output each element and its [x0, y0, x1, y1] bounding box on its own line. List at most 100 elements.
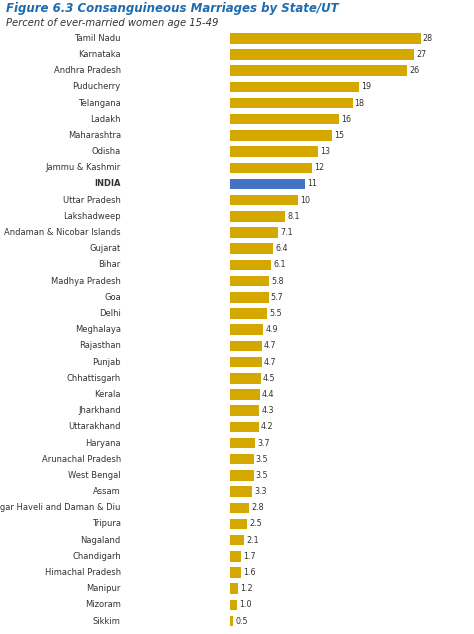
Bar [230, 519, 247, 529]
Bar [230, 405, 259, 416]
Text: Tripura: Tripura [92, 519, 121, 529]
Text: Gujarat: Gujarat [90, 244, 121, 253]
Text: Uttarakhand: Uttarakhand [68, 422, 121, 431]
Bar [230, 486, 252, 497]
Text: 4.2: 4.2 [261, 422, 273, 431]
Bar [230, 276, 269, 287]
Bar [230, 437, 255, 448]
Text: Maharashtra: Maharashtra [68, 131, 121, 140]
Text: 4.9: 4.9 [265, 325, 278, 334]
Bar [230, 292, 269, 302]
Text: Jammu & Kashmir: Jammu & Kashmir [46, 164, 121, 172]
Text: Kerala: Kerala [94, 390, 121, 399]
Bar [230, 567, 241, 578]
Text: Chhattisgarh: Chhattisgarh [67, 374, 121, 383]
Text: 11: 11 [307, 179, 317, 188]
Text: 4.4: 4.4 [262, 390, 274, 399]
Bar [230, 195, 298, 205]
Text: 1.7: 1.7 [244, 552, 256, 561]
Text: Mizoram: Mizoram [85, 600, 121, 609]
Text: Bihar: Bihar [99, 261, 121, 269]
Text: 2.1: 2.1 [246, 536, 259, 545]
Bar [230, 616, 233, 626]
Text: Figure 6.3 Consanguineous Marriages by State/UT: Figure 6.3 Consanguineous Marriages by S… [6, 2, 339, 15]
Text: Jharkhand: Jharkhand [78, 406, 121, 415]
Text: 1.6: 1.6 [243, 568, 255, 577]
Bar [230, 325, 263, 335]
Bar [230, 130, 332, 141]
Text: Dadra & Nagar Haveli and Daman & Diu: Dadra & Nagar Haveli and Daman & Diu [0, 503, 121, 512]
Text: Karnataka: Karnataka [78, 50, 121, 59]
Text: Rajasthan: Rajasthan [79, 341, 121, 351]
Text: Sikkim: Sikkim [93, 617, 121, 626]
Bar [230, 583, 238, 594]
Text: INDIA: INDIA [94, 179, 121, 188]
Bar [230, 600, 237, 610]
Text: 2.8: 2.8 [251, 503, 264, 512]
Text: 5.8: 5.8 [272, 276, 284, 285]
Text: 15: 15 [334, 131, 344, 140]
Bar [230, 243, 273, 254]
Text: Chandigarh: Chandigarh [72, 552, 121, 561]
Bar [230, 373, 261, 384]
Text: Nagaland: Nagaland [81, 536, 121, 545]
Text: 3.3: 3.3 [255, 487, 267, 496]
Text: 3.5: 3.5 [256, 455, 268, 463]
Text: Haryana: Haryana [85, 439, 121, 448]
Text: Punjab: Punjab [92, 358, 121, 366]
Text: Assam: Assam [93, 487, 121, 496]
Text: 4.5: 4.5 [263, 374, 275, 383]
Text: Ladakh: Ladakh [91, 115, 121, 124]
Bar [230, 340, 262, 351]
Text: 8.1: 8.1 [287, 212, 300, 221]
Text: Himachal Pradesh: Himachal Pradesh [45, 568, 121, 577]
Text: Manipur: Manipur [86, 585, 121, 593]
Bar [230, 470, 254, 481]
Text: 0.5: 0.5 [235, 617, 248, 626]
Text: 6.4: 6.4 [275, 244, 288, 253]
Bar [230, 389, 260, 399]
Text: 27: 27 [416, 50, 426, 59]
Bar [230, 179, 305, 189]
Bar [230, 260, 272, 270]
Text: 4.3: 4.3 [261, 406, 273, 415]
Text: 16: 16 [341, 115, 351, 124]
Bar [230, 503, 249, 513]
Bar [230, 308, 267, 319]
Text: 2.5: 2.5 [249, 519, 262, 529]
Text: 4.7: 4.7 [264, 341, 277, 351]
Text: Tamil Nadu: Tamil Nadu [74, 34, 121, 42]
Text: 18: 18 [355, 98, 365, 108]
Text: 13: 13 [320, 147, 330, 156]
Text: 3.5: 3.5 [256, 471, 268, 480]
Text: Arunachal Pradesh: Arunachal Pradesh [42, 455, 121, 463]
Text: Goa: Goa [104, 293, 121, 302]
Text: Andaman & Nicobar Islands: Andaman & Nicobar Islands [4, 228, 121, 237]
Bar [230, 227, 278, 238]
Text: Uttar Pradesh: Uttar Pradesh [63, 196, 121, 205]
Bar [230, 357, 262, 367]
Bar [230, 551, 241, 562]
Text: Percent of ever-married women age 15-49: Percent of ever-married women age 15-49 [6, 18, 219, 28]
Text: Delhi: Delhi [99, 309, 121, 318]
Text: West Bengal: West Bengal [68, 471, 121, 480]
Bar [230, 33, 421, 44]
Bar [230, 82, 359, 92]
Text: 6.1: 6.1 [273, 261, 286, 269]
Text: 1.0: 1.0 [239, 600, 251, 609]
Text: 10: 10 [300, 196, 310, 205]
Text: 3.7: 3.7 [257, 439, 270, 448]
Bar [230, 49, 414, 60]
Text: 26: 26 [409, 66, 419, 75]
Bar [230, 535, 244, 545]
Bar [230, 98, 353, 108]
Bar [230, 454, 254, 465]
Bar [230, 211, 285, 222]
Text: 28: 28 [423, 34, 433, 42]
Text: 5.5: 5.5 [269, 309, 282, 318]
Bar [230, 422, 258, 432]
Text: 4.7: 4.7 [264, 358, 277, 366]
Text: Lakshadweep: Lakshadweep [63, 212, 121, 221]
Text: 5.7: 5.7 [271, 293, 283, 302]
Bar [230, 162, 311, 173]
